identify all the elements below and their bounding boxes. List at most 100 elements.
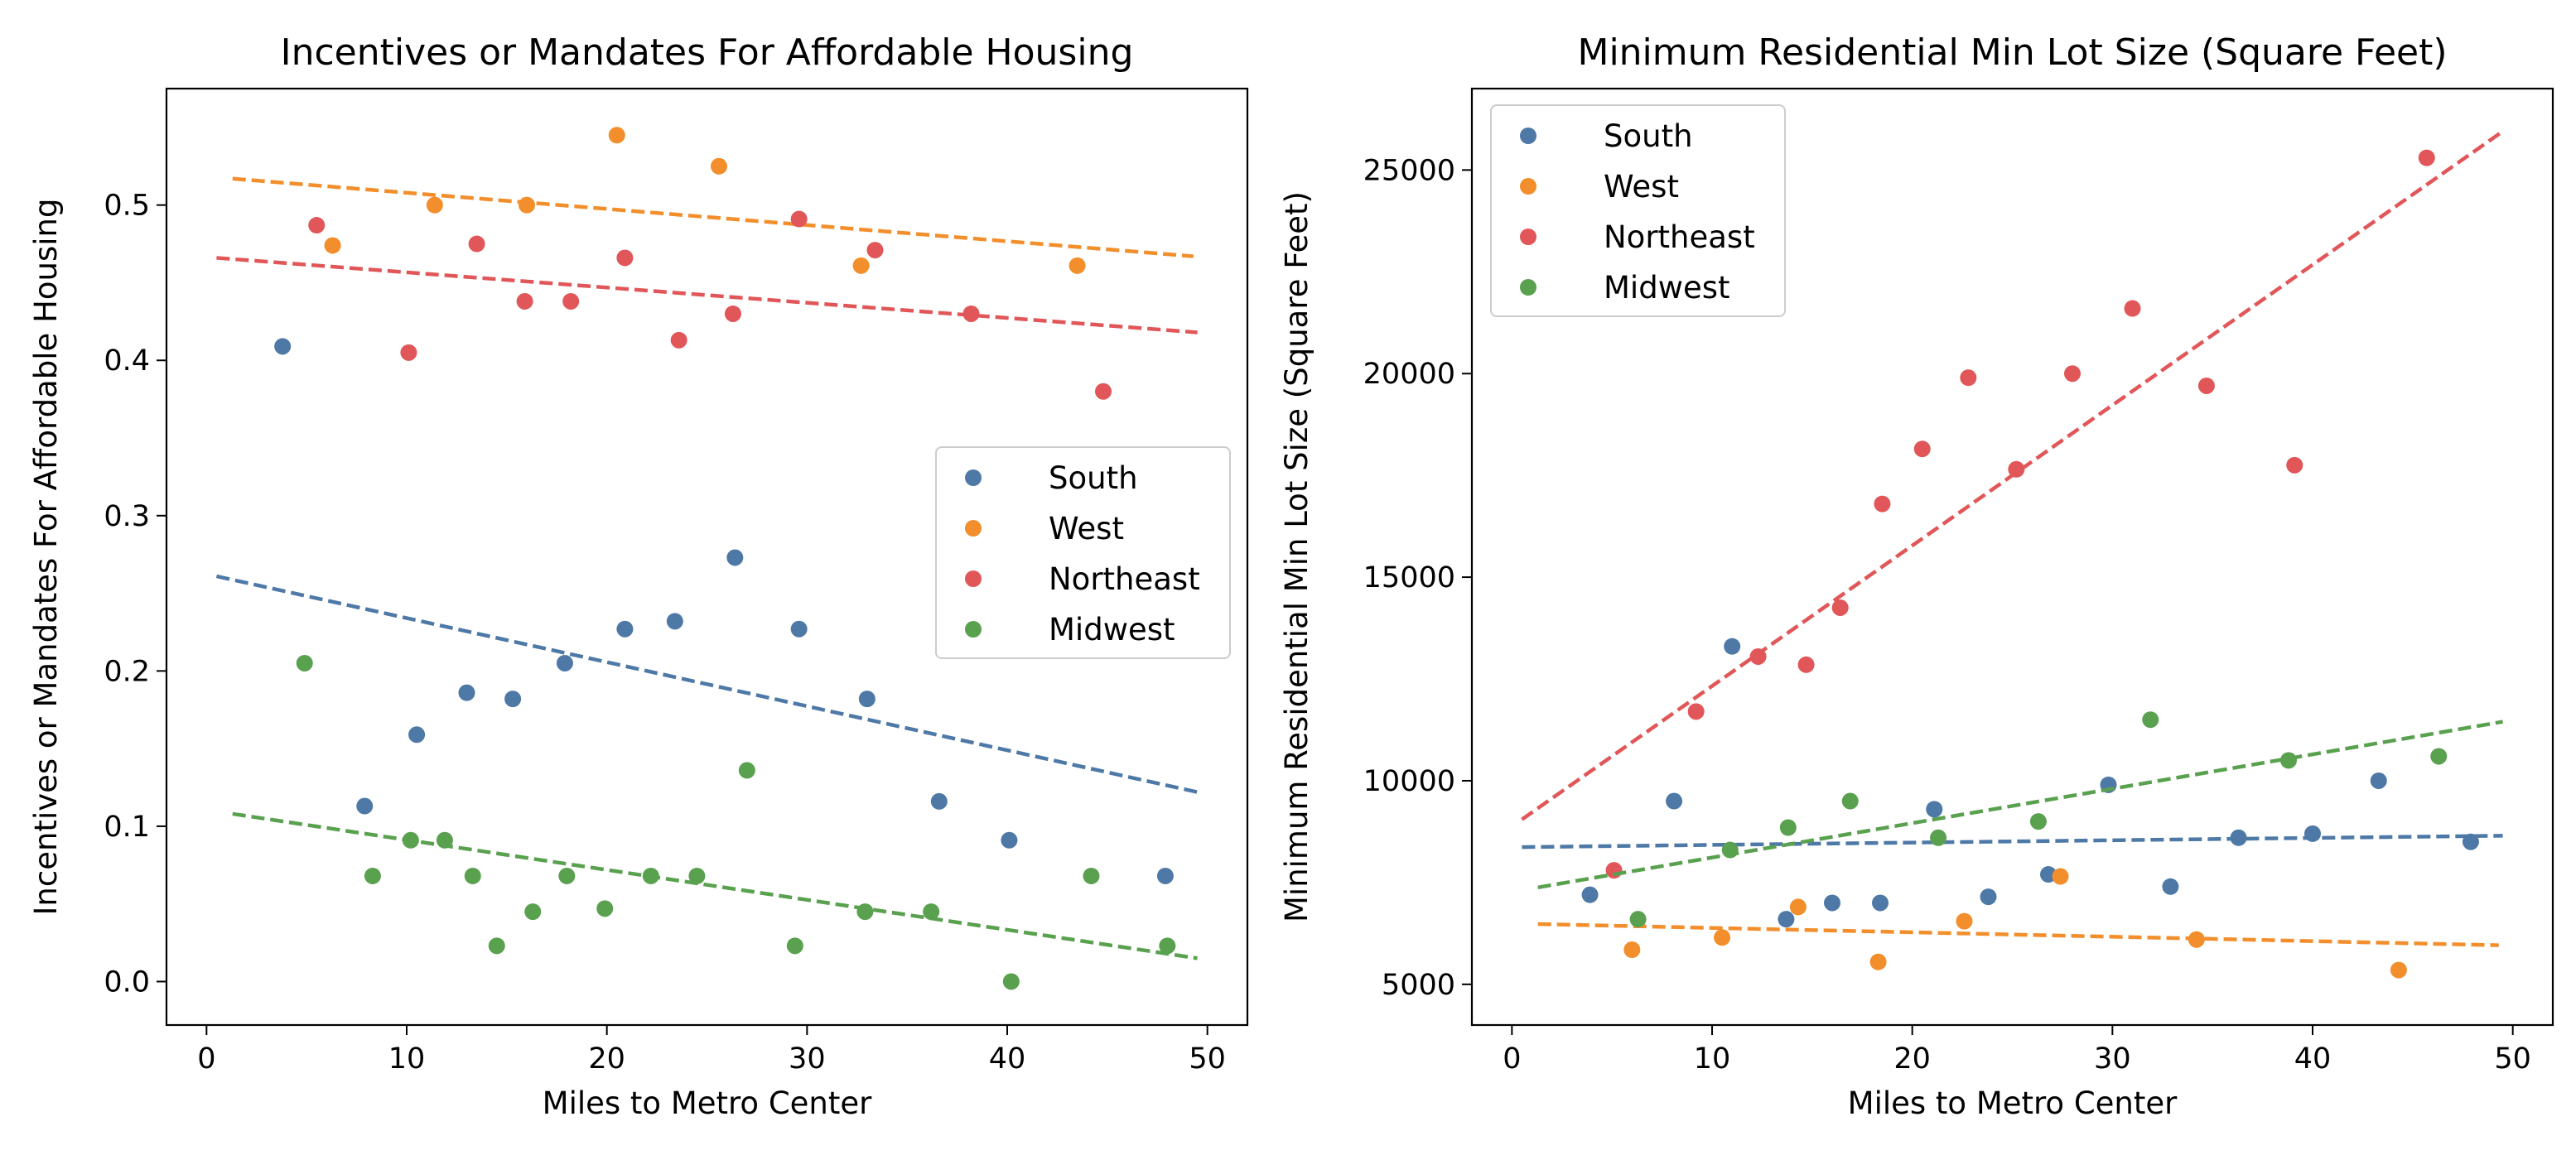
data-point bbox=[402, 831, 419, 849]
data-point bbox=[2124, 300, 2141, 317]
data-point bbox=[1749, 647, 1767, 665]
x-tick-label: 30 bbox=[789, 1042, 826, 1076]
data-point bbox=[666, 613, 683, 630]
y-axis-label: Minimum Residential Min Lot Size (Square… bbox=[1279, 191, 1315, 922]
data-point bbox=[1623, 941, 1641, 959]
x-tick-label: 10 bbox=[388, 1042, 426, 1076]
x-tick-label: 20 bbox=[588, 1042, 625, 1076]
legend-marker bbox=[965, 621, 982, 638]
data-point bbox=[1666, 792, 1683, 810]
chart-title: Minimum Residential Min Lot Size (Square… bbox=[1577, 31, 2447, 74]
data-point bbox=[1721, 841, 1739, 859]
data-point bbox=[2462, 833, 2479, 850]
trend-line bbox=[232, 811, 1198, 960]
data-point bbox=[670, 331, 687, 349]
data-point bbox=[1869, 953, 1887, 970]
chart-panel-lot-size: Minimum Residential Min Lot Size (Square… bbox=[1279, 31, 2554, 1121]
data-point bbox=[852, 257, 870, 274]
data-point bbox=[1778, 911, 1795, 928]
data-point bbox=[274, 338, 292, 355]
chart-panel-incentives: Incentives or Mandates For Affordable Ho… bbox=[28, 31, 1249, 1121]
legend-label: Midwest bbox=[1604, 270, 1730, 306]
data-point bbox=[1581, 886, 1599, 903]
data-point bbox=[608, 127, 625, 144]
data-point bbox=[858, 691, 876, 708]
data-point bbox=[2029, 813, 2047, 830]
data-point bbox=[516, 292, 533, 310]
data-point bbox=[364, 867, 381, 884]
legend-label: Northeast bbox=[1049, 561, 1200, 597]
data-point bbox=[1083, 867, 1100, 884]
data-point bbox=[1789, 898, 1807, 916]
legend-label: Midwest bbox=[1049, 612, 1175, 647]
x-tick-label: 20 bbox=[1893, 1042, 1931, 1076]
y-tick-label: 0.4 bbox=[104, 344, 150, 378]
data-point bbox=[356, 797, 374, 815]
trend-line bbox=[232, 176, 1194, 258]
data-point bbox=[738, 762, 755, 779]
x-tick-label: 40 bbox=[989, 1042, 1026, 1076]
data-point bbox=[1724, 638, 1741, 655]
data-point bbox=[1629, 911, 1647, 928]
data-point bbox=[2197, 377, 2215, 394]
data-point bbox=[1831, 599, 1849, 616]
x-axis-label: Miles to Metro Center bbox=[1848, 1085, 2178, 1121]
data-point bbox=[1159, 937, 1176, 955]
data-point bbox=[2230, 829, 2247, 846]
legend-marker bbox=[1520, 128, 1536, 144]
data-point bbox=[1930, 829, 1947, 846]
data-point bbox=[2188, 931, 2205, 948]
legend-box bbox=[935, 446, 1231, 659]
series-south bbox=[1522, 638, 2503, 928]
data-point bbox=[962, 305, 980, 322]
data-point bbox=[558, 867, 576, 884]
x-tick-label: 10 bbox=[1694, 1042, 1731, 1076]
plot-frame bbox=[165, 87, 1249, 1027]
data-point bbox=[1824, 894, 1840, 912]
x-tick-label: 40 bbox=[2294, 1042, 2332, 1076]
legend-label: South bbox=[1604, 118, 1693, 154]
data-point bbox=[426, 196, 443, 214]
y-tick-label: 15000 bbox=[1363, 561, 1455, 594]
data-point bbox=[856, 903, 874, 921]
legend-marker bbox=[965, 469, 982, 486]
data-point bbox=[2052, 868, 2069, 885]
legend-label: West bbox=[1604, 169, 1679, 205]
data-point bbox=[458, 684, 475, 701]
data-point bbox=[504, 691, 522, 708]
series-midwest bbox=[232, 654, 1198, 990]
data-point bbox=[2390, 961, 2407, 979]
data-point bbox=[866, 242, 884, 259]
y-tick-label: 5000 bbox=[1382, 969, 1455, 1002]
data-point bbox=[2008, 460, 2025, 478]
data-point bbox=[616, 620, 634, 638]
data-point bbox=[1001, 831, 1018, 849]
series-midwest bbox=[1537, 711, 2503, 928]
data-point bbox=[2162, 878, 2179, 895]
data-point bbox=[2430, 748, 2448, 765]
data-point bbox=[308, 217, 326, 234]
data-point bbox=[642, 867, 659, 884]
trend-line bbox=[1537, 720, 2503, 890]
data-point bbox=[296, 654, 313, 671]
chart-title: Incentives or Mandates For Affordable Ho… bbox=[281, 31, 1134, 74]
data-point bbox=[923, 903, 940, 921]
data-point bbox=[2418, 149, 2435, 166]
data-point bbox=[464, 867, 481, 884]
trend-line bbox=[1522, 834, 2503, 850]
data-point bbox=[930, 792, 948, 810]
x-tick-label: 50 bbox=[1189, 1042, 1226, 1076]
data-point bbox=[790, 210, 808, 228]
data-point bbox=[1797, 656, 1815, 673]
series-west bbox=[232, 127, 1194, 274]
y-tick-label: 25000 bbox=[1363, 154, 1455, 187]
data-point bbox=[596, 900, 614, 917]
data-point bbox=[726, 549, 744, 566]
data-point bbox=[1002, 973, 1020, 990]
data-point bbox=[324, 237, 341, 254]
data-point bbox=[1687, 703, 1705, 720]
data-point bbox=[2142, 711, 2159, 729]
x-tick-label: 50 bbox=[2494, 1042, 2531, 1076]
legend-marker bbox=[1520, 229, 1536, 245]
